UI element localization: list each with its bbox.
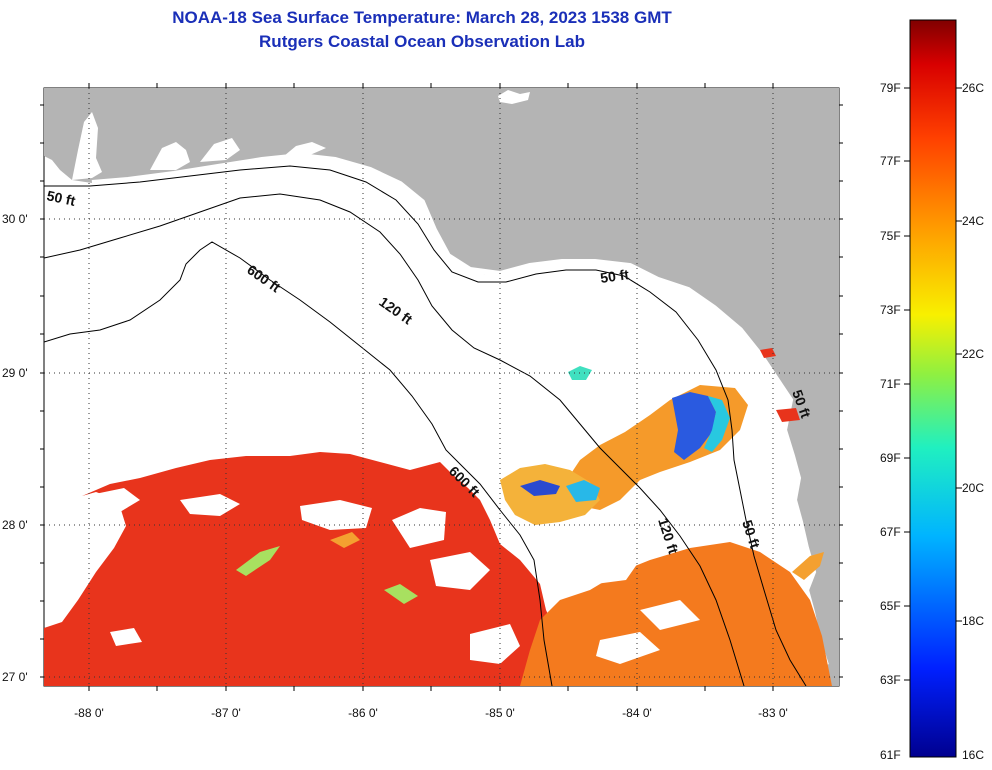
sst-field-red — [44, 452, 570, 686]
contour-120ft — [44, 193, 745, 686]
lat-label-28: 28 0' — [2, 518, 28, 532]
land-mass — [44, 88, 839, 686]
bay-west — [72, 112, 102, 180]
colorbar-label-20c: 20C — [962, 481, 984, 495]
sst-cold-patch-east — [672, 392, 716, 460]
colorbar-label-26c: 26C — [962, 81, 984, 95]
coastal-band — [91, 152, 829, 666]
bay-pensacola — [150, 142, 190, 170]
colorbar-label-79f: 79F — [880, 81, 901, 95]
lon-label-88: -88 0' — [74, 706, 104, 720]
cloud-hole-8 — [640, 600, 700, 630]
sst-cool-streak-1 — [236, 546, 280, 576]
sst-coastal-spot-1 — [760, 348, 776, 358]
cloud-hole-11 — [430, 552, 490, 590]
colorbar-label-65f: 65F — [880, 599, 901, 613]
lon-label-84: -84 0' — [622, 706, 652, 720]
contour-50ft — [44, 165, 807, 686]
colorbar-label-18c: 18C — [962, 614, 984, 628]
lake-north — [498, 90, 530, 104]
colorbar-label-24c: 24C — [962, 214, 984, 228]
lon-label-87: -87 0' — [211, 706, 241, 720]
colorbar-label-16c: 16C — [962, 748, 984, 762]
colorbar-label-67f: 67F — [880, 525, 901, 539]
sst-cold-patch-mid2 — [566, 480, 600, 502]
cloud-hole-7 — [560, 550, 640, 586]
contour-label-50ft-west: 50 ft — [45, 187, 77, 209]
sst-coastal-spot-2 — [776, 408, 800, 422]
lon-label-86: -86 0' — [348, 706, 378, 720]
cloud-hole-4 — [392, 508, 446, 548]
title-line-2: Rutgers Coastal Ocean Observation Lab — [259, 32, 585, 51]
cloud-hole-5 — [110, 628, 142, 646]
cloud-hole-3 — [300, 500, 372, 530]
colorbar-label-77f: 77F — [880, 154, 901, 168]
colorbar-ticks — [904, 87, 962, 681]
contour-label-50ft-east: 50 ft — [599, 266, 630, 286]
cloud-hole-2 — [180, 494, 240, 516]
colorbar-label-22c: 22C — [962, 347, 984, 361]
sst-cool-streak-3 — [330, 532, 360, 548]
sst-cold-patch-mid — [520, 480, 560, 496]
lon-label-83: -83 0' — [758, 706, 788, 720]
colorbar-label-71f: 71F — [880, 377, 901, 391]
colorbar-label-63f: 63F — [880, 673, 901, 687]
ticks — [40, 83, 843, 691]
cloud-hole-9 — [596, 632, 660, 664]
bay-choctaw — [200, 138, 240, 162]
colorbar-label-61f: 61F — [880, 748, 901, 762]
lat-label-27: 27 0' — [2, 670, 28, 684]
colorbar-label-69f: 69F — [880, 451, 901, 465]
lon-label-85: -85 0' — [485, 706, 515, 720]
title-line-1: NOAA-18 Sea Surface Temperature: March 2… — [172, 8, 672, 27]
colorbar-label-73f: 73F — [880, 303, 901, 317]
cloud-hole-1 — [90, 488, 140, 512]
colorbar-label-75f: 75F — [880, 229, 901, 243]
contour-600ft — [44, 241, 553, 686]
sst-cold-patch-east-edge — [704, 396, 730, 452]
lat-label-29: 29 0' — [2, 366, 28, 380]
lat-label-30: 30 0' — [2, 212, 28, 226]
sst-cool-streak-2 — [384, 584, 418, 604]
cloud-hole-6 — [470, 624, 520, 664]
colorbar — [909, 19, 957, 758]
bay-apalach — [284, 142, 326, 156]
sst-coastal-spot-3 — [792, 552, 824, 580]
